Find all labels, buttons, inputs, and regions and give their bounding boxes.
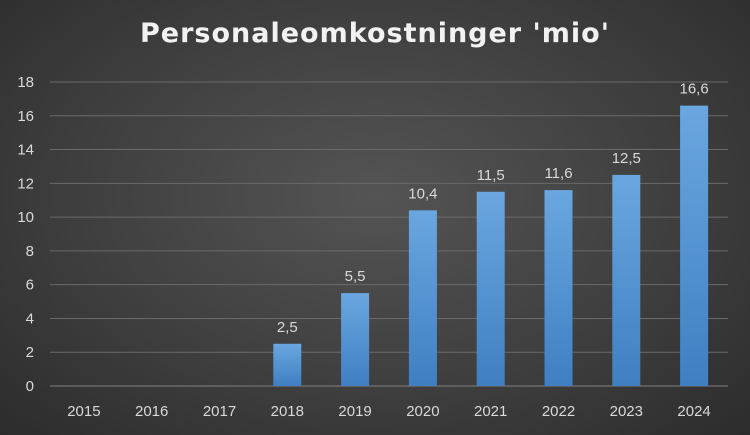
y-tick-label: 6 [26, 277, 34, 294]
y-tick-label: 0 [26, 378, 34, 395]
x-tick-label: 2017 [203, 403, 236, 420]
y-tick-label: 2 [26, 344, 34, 361]
chart-title: Personaleomkostninger 'mio' [139, 18, 610, 49]
x-tick-label: 2022 [542, 403, 575, 420]
data-label: 12,5 [612, 150, 641, 167]
y-tick-label: 4 [26, 310, 34, 327]
x-tick-label: 2021 [474, 403, 507, 420]
x-tick-label: 2023 [610, 403, 643, 420]
x-tick-label: 2019 [338, 403, 371, 420]
x-tick-label: 2016 [135, 403, 168, 420]
data-label: 16,6 [679, 81, 708, 98]
bar [476, 191, 505, 386]
y-tick-label: 8 [26, 243, 34, 260]
bar [612, 174, 641, 386]
y-tick-label: 16 [17, 108, 34, 125]
y-axis: 0 2 4 6 8 10 12 14 16 18 [17, 74, 34, 395]
data-label: 5,5 [345, 268, 366, 285]
data-label: 2,5 [277, 319, 298, 336]
x-tick-label: 2024 [677, 403, 710, 420]
x-tick-label: 2018 [271, 403, 304, 420]
data-label: 10,4 [408, 185, 437, 202]
data-label: 11,6 [544, 165, 572, 182]
y-tick-label: 10 [17, 209, 34, 226]
bar [341, 293, 370, 386]
bar [544, 190, 573, 386]
bars [273, 105, 709, 387]
x-tick-label: 2015 [67, 403, 100, 420]
y-tick-label: 14 [17, 142, 34, 159]
data-labels: 2,5 5,5 10,4 11,5 11,6 12,5 16,6 [277, 81, 709, 336]
bar [680, 105, 709, 387]
y-tick-label: 12 [17, 175, 34, 192]
bar [408, 210, 437, 386]
bar [273, 343, 302, 386]
data-label: 11,5 [477, 167, 505, 184]
y-tick-label: 18 [17, 74, 34, 91]
x-axis: 2015 2016 2017 2018 2019 2020 2021 2022 2023 2024 [67, 403, 711, 420]
x-tick-label: 2020 [406, 403, 439, 420]
